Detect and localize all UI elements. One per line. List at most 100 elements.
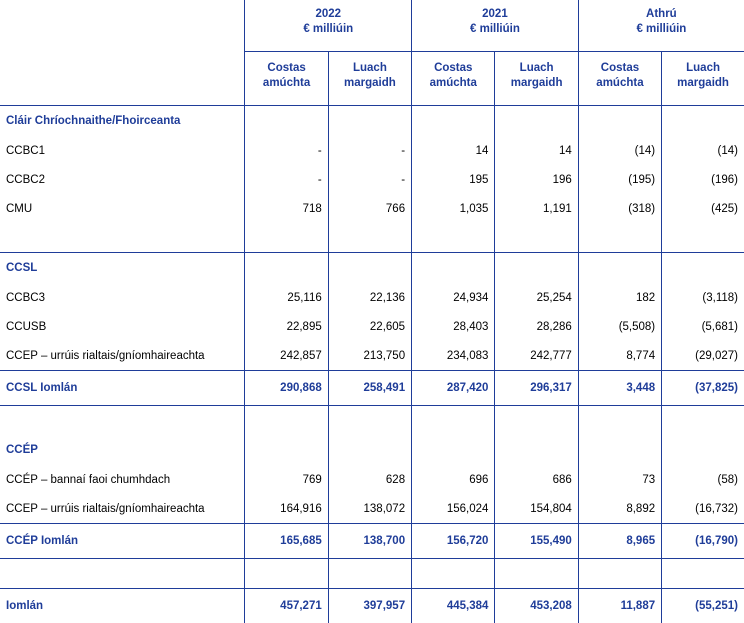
header-year-2021: 2021 € milliúin (412, 0, 579, 52)
total-value: 290,868 (245, 371, 328, 406)
cell-value: (3,118) (662, 283, 744, 312)
table-row: CCEP – urrúis rialtais/gníomhaireachta 1… (0, 494, 744, 524)
section-title-row: CCSL (0, 253, 744, 284)
spacer-row (0, 406, 744, 436)
cell-value: 242,857 (245, 341, 328, 371)
section-title-row: CCÉP (0, 435, 744, 465)
cell-value: - (328, 136, 411, 165)
cell-value: 696 (412, 465, 495, 494)
total-value: 156,720 (412, 524, 495, 559)
header-empty-cell (0, 52, 245, 106)
section-total-row: CCSL Iomlán 290,868 258,491 287,420 296,… (0, 371, 744, 406)
cell-value: (16,732) (662, 494, 744, 524)
total-value: (16,790) (662, 524, 744, 559)
cell-value: 234,083 (412, 341, 495, 371)
grand-total-row: Iomlán 457,271 397,957 445,384 453,208 1… (0, 589, 744, 623)
total-value: 155,490 (495, 524, 578, 559)
cell-value: 8,774 (578, 341, 661, 371)
header-unit: € milliúin (418, 22, 572, 37)
cell-value: 154,804 (495, 494, 578, 524)
table-row: CCEP – urrúis rialtais/gníomhaireachta 2… (0, 341, 744, 371)
row-label: CMU (0, 194, 245, 223)
cell-value: 718 (245, 194, 328, 223)
header-change: Athrú € milliúin (578, 0, 744, 52)
table-row: CCBC1 - - 14 14 (14) (14) (0, 136, 744, 165)
grand-total-value: 11,887 (578, 589, 661, 623)
cell-value: 195 (412, 165, 495, 194)
table-row: CCBC2 - - 195 196 (195) (196) (0, 165, 744, 194)
row-label: CCBC1 (0, 136, 245, 165)
grand-total-label: Iomlán (0, 589, 245, 623)
total-value: 8,965 (578, 524, 661, 559)
total-label: CCÉP Iomlán (0, 524, 245, 559)
grand-total-value: 453,208 (495, 589, 578, 623)
cell-value: 25,254 (495, 283, 578, 312)
cell-value: 22,605 (328, 312, 411, 341)
cell-value: 28,286 (495, 312, 578, 341)
cell-value: - (328, 165, 411, 194)
section-title: CCSL (0, 253, 245, 284)
cell-value: 22,895 (245, 312, 328, 341)
grand-total-value: 445,384 (412, 589, 495, 623)
cell-value: 628 (328, 465, 411, 494)
cell-value: 14 (495, 136, 578, 165)
cell-value: 213,750 (328, 341, 411, 371)
cell-value: 14 (412, 136, 495, 165)
section-title-row: Cláir Chríochnaithe/Fhoirceanta (0, 106, 744, 137)
grand-total-value: 397,957 (328, 589, 411, 623)
total-value: 296,317 (495, 371, 578, 406)
cell-value: 766 (328, 194, 411, 223)
table-row: CCÉP – bannaí faoi chumhdach 769 628 696… (0, 465, 744, 494)
cell-value: 24,934 (412, 283, 495, 312)
header-unit: € milliúin (251, 22, 405, 37)
section-title: CCÉP (0, 435, 245, 465)
grand-total-value: (55,251) (662, 589, 744, 623)
cell-value: 73 (578, 465, 661, 494)
table-row: CCBC3 25,116 22,136 24,934 25,254 182 (3… (0, 283, 744, 312)
cell-value: 28,403 (412, 312, 495, 341)
spacer-row (0, 223, 744, 253)
row-label: CCEP – urrúis rialtais/gníomhaireachta (0, 341, 245, 371)
row-label: CCBC2 (0, 165, 245, 194)
total-label: CCSL Iomlán (0, 371, 245, 406)
cell-value: 1,191 (495, 194, 578, 223)
total-value: 138,700 (328, 524, 411, 559)
header-year-2022: 2022 € milliúin (245, 0, 412, 52)
total-value: 287,420 (412, 371, 495, 406)
spacer-row (0, 559, 744, 589)
row-label: CCEP – urrúis rialtais/gníomhaireachta (0, 494, 245, 524)
row-label: CCUSB (0, 312, 245, 341)
header-empty-cell (0, 0, 245, 52)
cell-value: (318) (578, 194, 661, 223)
total-value: 258,491 (328, 371, 411, 406)
cell-value: 769 (245, 465, 328, 494)
header-row-years: 2022 € milliúin 2021 € milliúin Athrú € … (0, 0, 744, 52)
header-year: 2022 (251, 7, 405, 22)
cell-value: (14) (578, 136, 661, 165)
section-total-row: CCÉP Iomlán 165,685 138,700 156,720 155,… (0, 524, 744, 559)
section-title: Cláir Chríochnaithe/Fhoirceanta (0, 106, 245, 137)
row-label: CCBC3 (0, 283, 245, 312)
cell-value: (425) (662, 194, 744, 223)
header-year: Athrú (585, 7, 738, 22)
cell-value: 242,777 (495, 341, 578, 371)
cell-value: 25,116 (245, 283, 328, 312)
cell-value: 138,072 (328, 494, 411, 524)
cell-value: 686 (495, 465, 578, 494)
cell-value: 182 (578, 283, 661, 312)
cell-value: - (245, 165, 328, 194)
header-year: 2021 (418, 7, 572, 22)
cell-value: (58) (662, 465, 744, 494)
cell-value: (195) (578, 165, 661, 194)
cell-value: 1,035 (412, 194, 495, 223)
cell-value: - (245, 136, 328, 165)
cell-value: 156,024 (412, 494, 495, 524)
cell-value: 8,892 (578, 494, 661, 524)
